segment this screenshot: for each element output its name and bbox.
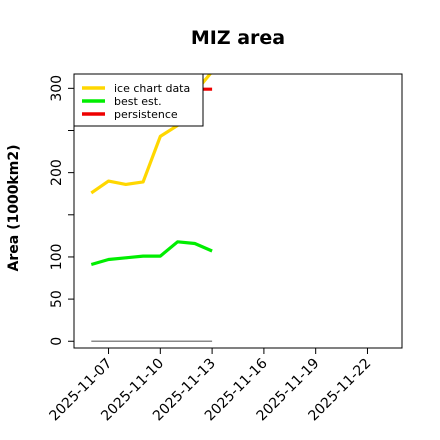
y-axis-label: Area (1000km2): [6, 145, 22, 272]
y-tick-label: 200: [49, 159, 65, 186]
series-line-best-est: [90, 240, 213, 267]
y-tick-label: 100: [49, 244, 65, 271]
y-tick-label: 0: [49, 337, 65, 346]
y-axis: 0 50 100 200 300: [49, 75, 74, 346]
plot-frame: [73, 73, 403, 349]
x-axis: 2025-11-072025-11-102025-11-132025-11-16…: [46, 348, 374, 424]
y-tick-label: 50: [49, 290, 65, 308]
legend-label-best-est: best est.: [114, 95, 162, 108]
legend-label-persistence: persistence: [114, 108, 178, 121]
legend-label-ice-chart-data: ice chart data: [114, 82, 190, 95]
y-tick-label: 300: [49, 75, 65, 102]
chart-title: MIZ area: [191, 27, 285, 49]
